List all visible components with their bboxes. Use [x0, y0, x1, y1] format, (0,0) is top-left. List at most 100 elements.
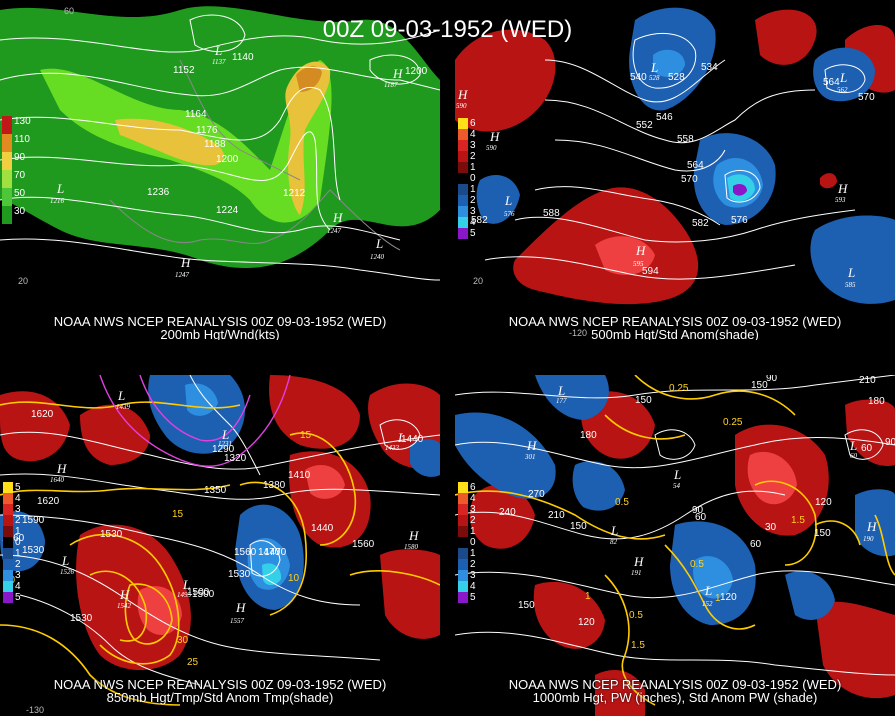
pressure-center-value: 1526	[60, 568, 75, 576]
contour-label: 30	[765, 522, 777, 533]
height-contours	[455, 375, 895, 676]
contour-label: 1320	[224, 453, 247, 464]
contour-label: 1200	[216, 154, 239, 165]
legend-swatch	[458, 173, 468, 184]
pressure-center-letter: L	[650, 60, 658, 75]
map-shape	[0, 431, 440, 470]
map-shape	[604, 574, 656, 706]
pressure-center-letter: H	[489, 129, 500, 144]
map-shape	[189, 375, 261, 476]
contour-label: 150	[751, 380, 768, 391]
map-shape	[455, 375, 895, 399]
anom-neg-ne-small	[410, 439, 440, 477]
pressure-center-value: 528	[649, 74, 660, 82]
anom-neg-east-5	[733, 183, 747, 196]
panel-500mb: 540 528 534 546 552 558 564 570 576 582 …	[455, 0, 895, 340]
legend-swatch	[458, 493, 468, 504]
legend-swatch	[458, 515, 468, 526]
coastline	[109, 59, 401, 251]
legend-swatch	[458, 151, 468, 162]
map-shape	[0, 484, 231, 496]
map-shape	[139, 375, 251, 442]
map-shape	[69, 533, 180, 665]
anom-pos-west	[455, 29, 556, 132]
legend-swatch	[3, 515, 13, 526]
map-shape	[0, 29, 440, 53]
legend-swatch	[458, 228, 468, 239]
contour-label: 1212	[283, 188, 306, 199]
caption-line: NOAA NWS NCEP REANALYSIS 00Z 09-03-1952 …	[508, 677, 842, 692]
legend-label: 3	[15, 570, 21, 581]
contour-label: 60	[750, 539, 762, 550]
legend-swatch	[458, 559, 468, 570]
pressure-center-value: 1640	[50, 476, 65, 484]
anom-pos-small-east	[820, 173, 837, 189]
contour-label: 1188	[204, 139, 226, 150]
legend-label: 4	[470, 581, 476, 592]
anom-pos-northeast	[755, 9, 817, 65]
isoline-label: 30	[177, 635, 189, 646]
contour-label: 1164	[185, 109, 207, 120]
isoline-label: 0.5	[629, 610, 643, 621]
pressure-center-letter: H	[235, 600, 246, 615]
legend-swatch	[458, 581, 468, 592]
contour-label: 564	[687, 160, 704, 171]
legend-swatch	[458, 482, 468, 493]
legend-label: 0	[470, 537, 476, 548]
contour-label: 60	[861, 443, 873, 454]
isoline-label: 0.5	[690, 559, 704, 570]
legend-label: 4	[470, 129, 476, 140]
legend-swatch	[458, 184, 468, 195]
contour-label: 210	[548, 510, 565, 521]
map-shape	[0, 86, 341, 201]
legend-swatch	[3, 493, 13, 504]
contour-label: 1290	[212, 444, 235, 455]
contour-labels: 150 90 210 180 180 270 240 210 150 90 12…	[499, 375, 895, 628]
map-shape	[455, 631, 895, 676]
contour-label: 210	[859, 375, 876, 386]
legend-swatch	[3, 504, 13, 515]
pressure-center-value: 1137	[212, 58, 226, 66]
legend-label: 2	[470, 195, 476, 206]
pressure-center-letter: L	[214, 43, 222, 58]
contour-label: 1470	[264, 547, 287, 558]
legend-swatch	[2, 170, 12, 188]
map-shape	[484, 256, 796, 280]
pressure-center-letter: L	[673, 467, 681, 482]
contour-label: 150	[635, 395, 652, 406]
legend-label: 1	[470, 548, 476, 559]
legend-swatch	[2, 188, 12, 206]
legend-label: 50	[14, 188, 26, 199]
contour-labels: 1152 1140 1164 1176 1188 1200 1236 1224 …	[147, 52, 428, 216]
pressure-center-letter: H	[119, 587, 130, 602]
pressure-center-value: 54	[673, 482, 681, 490]
map-shape	[0, 66, 440, 97]
legend-label: 3	[470, 140, 476, 151]
map-shape	[0, 196, 401, 241]
panel-850mb: 1620 1620 1590 1560 1530 1530 1500 1470 …	[0, 375, 440, 716]
caption-line: NOAA NWS NCEP REANALYSIS 00Z 09-03-1952 …	[508, 314, 842, 329]
map-shape	[0, 401, 241, 409]
contour-labels: 1620 1620 1590 1560 1530 1530 1500 1470 …	[2, 409, 424, 624]
legend-swatch	[458, 162, 468, 173]
legend-swatch	[458, 118, 468, 129]
wind-shade-high-2	[285, 61, 331, 215]
isotherms	[0, 401, 440, 706]
contour-label: 1380	[263, 480, 286, 491]
pressure-center-letter: H	[56, 461, 67, 476]
contour-label: 240	[499, 507, 516, 518]
map-shape	[634, 375, 796, 416]
legend-label: 5	[15, 592, 21, 603]
legend-swatch	[2, 116, 12, 134]
contour-label: 570	[858, 92, 875, 103]
contour-label: 1176	[196, 125, 218, 136]
legend-label: 2	[470, 151, 476, 162]
contour-label: 1530	[22, 545, 45, 556]
isoline-label: 0.25	[669, 383, 689, 394]
grid-tick-label: -120	[569, 328, 587, 338]
legend-label: 6	[470, 118, 476, 129]
pressure-center-letter: L	[221, 427, 229, 442]
contour-label: 1350	[204, 485, 227, 496]
contour-label: 1620	[31, 409, 54, 420]
